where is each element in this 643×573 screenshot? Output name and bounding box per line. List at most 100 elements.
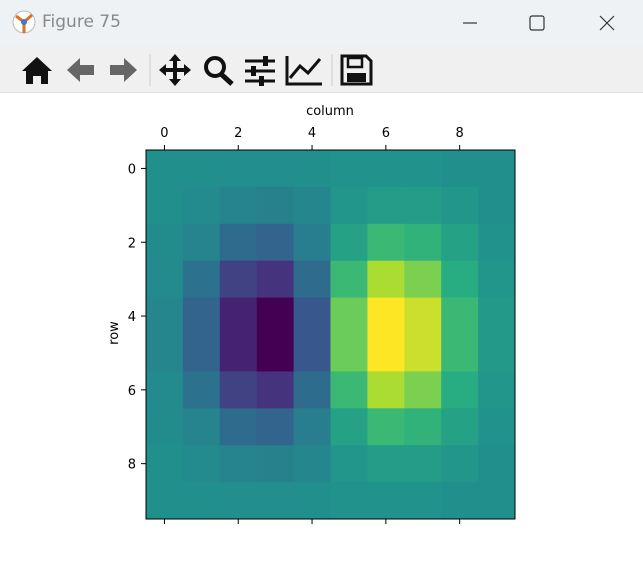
heatmap-cell [146, 482, 184, 520]
heatmap-cell [146, 223, 184, 262]
heatmap-cell [330, 445, 368, 483]
heatmap-cell [256, 408, 295, 446]
heatmap-cell [367, 445, 405, 483]
heatmap-cell [441, 297, 479, 335]
heatmap-cell [146, 371, 184, 409]
heatmap-cell [478, 223, 516, 262]
heatmap-cell [441, 186, 479, 225]
y-tick-label: 2 [128, 236, 136, 251]
y-tick-label: 4 [128, 310, 136, 325]
heatmap-cell [330, 408, 368, 446]
heatmap-cell [219, 297, 258, 335]
heatmap-cell [441, 371, 479, 409]
toolbar-icons[interactable] [0, 46, 400, 92]
heatmap-cell [256, 260, 295, 299]
heatmap-cell [182, 334, 221, 372]
x-tick-label: 6 [382, 126, 390, 141]
heatmap-cell [367, 297, 405, 335]
heatmap-cell [330, 260, 368, 299]
heatmap-cell [367, 186, 405, 225]
heatmap-cell [404, 482, 442, 520]
heatmap-cell [478, 408, 516, 446]
heatmap-cell [441, 482, 479, 520]
x-tick-label: 0 [160, 126, 168, 141]
title-bar: Figure 75 [0, 0, 643, 46]
heatmap-cell [256, 445, 295, 483]
heatmap-cell [256, 150, 295, 188]
heatmap-cell [219, 482, 258, 520]
heatmap-cell [182, 223, 221, 262]
heatmap-cell [219, 408, 258, 446]
heatmap-cell [330, 150, 368, 188]
heatmap-cell [330, 334, 368, 372]
heatmap-cell [256, 297, 295, 335]
heatmap-cell [182, 186, 221, 225]
heatmap-cell [219, 186, 258, 225]
x-tick-label: 4 [308, 126, 316, 141]
heatmap-cell [219, 223, 258, 262]
heatmap-cell [367, 482, 405, 520]
heatmap-cell [404, 260, 442, 299]
heatmap-cell [404, 150, 442, 188]
heatmap-cell [293, 408, 331, 446]
heatmap-cell [256, 482, 295, 520]
axes-frame [145, 149, 516, 520]
heatmap-cell [478, 150, 516, 188]
heatmap-cell [404, 223, 442, 262]
heatmap-cell [330, 186, 368, 225]
heatmap-cell [182, 371, 221, 409]
heatmap-cell [441, 334, 479, 372]
heatmap-cell [367, 223, 405, 262]
heatmap-cell [293, 223, 331, 262]
heatmap-cell [441, 223, 479, 262]
heatmap-cell [330, 223, 368, 262]
heatmap-cell [367, 150, 405, 188]
heatmap-cell [182, 408, 221, 446]
heatmap-cell [146, 334, 184, 372]
heatmap-cell [478, 482, 516, 520]
heatmap-cell [478, 186, 516, 225]
heatmap-cell [146, 408, 184, 446]
heatmap-cell [404, 445, 442, 483]
heatmap-cell [441, 408, 479, 446]
heatmap-cell [367, 334, 405, 372]
heatmap-cell [256, 223, 295, 262]
heatmap-cell [478, 260, 516, 299]
window-title: Figure 75 [42, 12, 121, 32]
heatmap-cell [404, 408, 442, 446]
heatmap-cell [219, 334, 258, 372]
heatmap-cell [182, 297, 221, 335]
heatmap-cell [404, 371, 442, 409]
window-controls[interactable] [463, 0, 643, 46]
y-tick-label: 8 [128, 458, 136, 473]
heatmap-cell [219, 445, 258, 483]
app-icon [12, 10, 36, 34]
heatmap-cell [293, 297, 331, 335]
heatmap-cell [330, 297, 368, 335]
y-axis-label: row [107, 321, 122, 345]
heatmap-cell [219, 150, 258, 188]
heatmap-cell [293, 186, 331, 225]
heatmap-cell [478, 371, 516, 409]
heatmap-cell [293, 445, 331, 483]
heatmap-cell [293, 482, 331, 520]
heatmap-cell [219, 371, 258, 409]
heatmap-cell [478, 334, 516, 372]
heatmap-cell [256, 186, 295, 225]
heatmap-cell [219, 260, 258, 299]
heatmap-cell [330, 482, 368, 520]
y-tick-label: 6 [128, 384, 136, 399]
heatmap-cell [404, 297, 442, 335]
heatmap-cell [367, 408, 405, 446]
heatmap-cell [256, 371, 295, 409]
x-tick-label: 2 [234, 126, 242, 141]
heatmap-cell [330, 371, 368, 409]
heatmap-cell [293, 150, 331, 188]
heatmap-cell [256, 334, 295, 372]
figure: column row 0 2 4 6 8 0 2 4 6 8 [107, 104, 516, 524]
heatmap-cell [478, 297, 516, 335]
heatmap-cell [367, 260, 405, 299]
heatmap-cell [367, 371, 405, 409]
heatmap-cell [441, 445, 479, 483]
